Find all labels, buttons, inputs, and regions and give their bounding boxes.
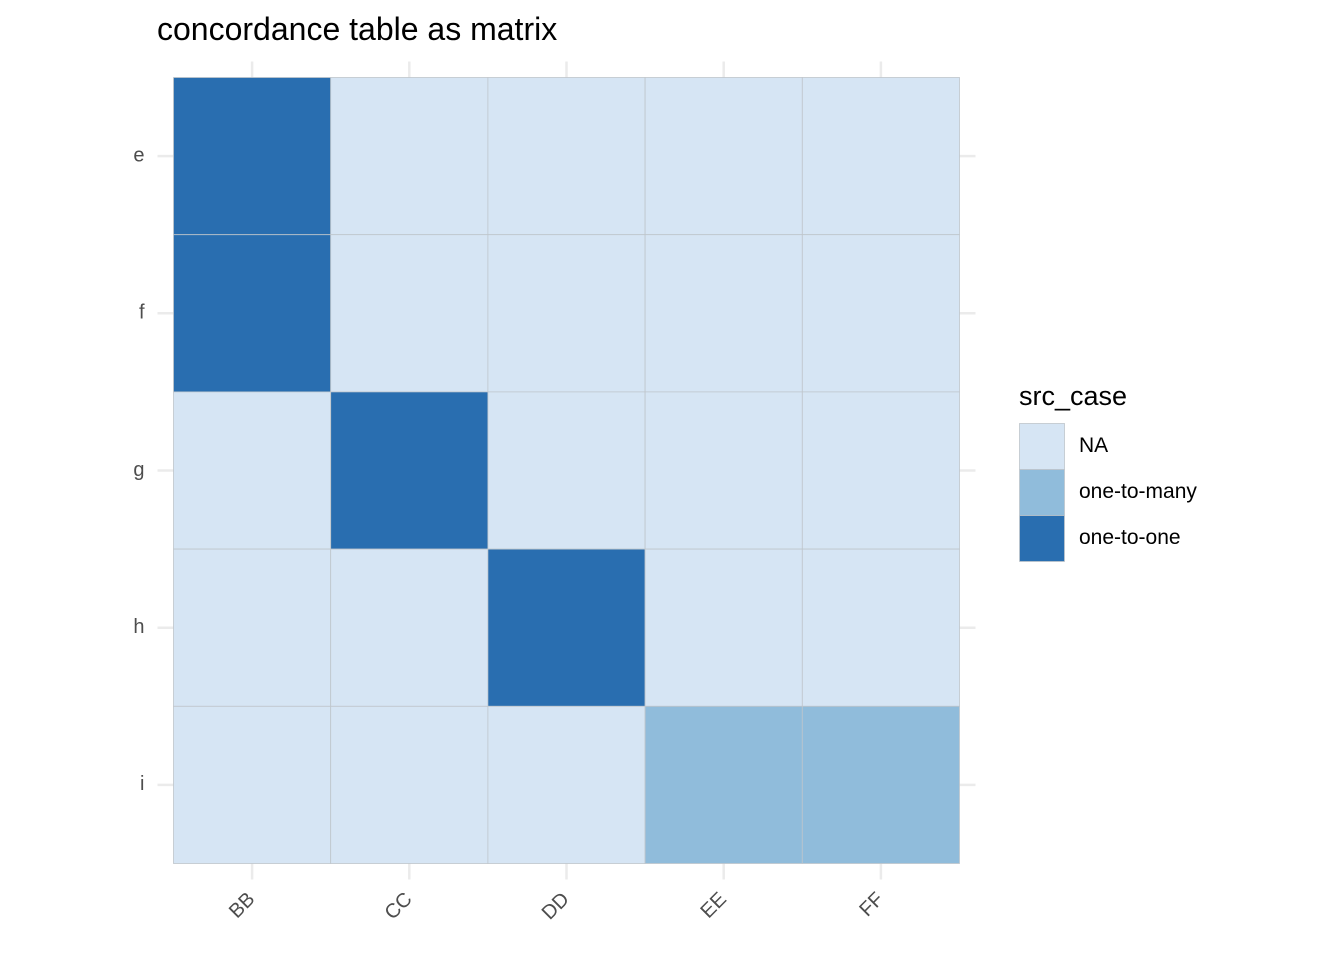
- legend-label: one-to-one: [1079, 526, 1181, 549]
- heatmap-cell-e-EE: [644, 77, 803, 236]
- y-tick-label: f: [139, 302, 145, 324]
- y-tick-label: i: [140, 773, 144, 795]
- heatmap-cell-f-BB: [173, 234, 332, 393]
- x-tick-label: CC: [381, 888, 417, 924]
- legend: src_case NA one-to-many one-to-one: [1019, 381, 1197, 562]
- heatmap-cell-g-DD: [487, 391, 646, 550]
- x-tick-label: FF: [855, 888, 888, 921]
- heatmap-cell-i-EE: [644, 705, 803, 864]
- heatmap-cell-f-CC: [330, 234, 489, 393]
- heatmap-cell-e-BB: [173, 77, 332, 236]
- heatmap-cell-h-FF: [801, 548, 960, 707]
- heatmap-cell-g-FF: [801, 391, 960, 550]
- heatmap-cell-g-CC: [330, 391, 489, 550]
- heatmap-cell-f-DD: [487, 234, 646, 393]
- heatmap-cell-i-FF: [801, 705, 960, 864]
- heatmap-cell-i-CC: [330, 705, 489, 864]
- legend-label: NA: [1079, 434, 1108, 457]
- x-tick-label: DD: [538, 888, 574, 924]
- heatmap-cell-f-FF: [801, 234, 960, 393]
- heatmap-cell-e-FF: [801, 77, 960, 236]
- legend-key-NA: [1019, 423, 1065, 470]
- y-tick-label: h: [133, 616, 144, 638]
- heatmap-cell-i-BB: [173, 705, 332, 864]
- heatmap-cell-e-CC: [330, 77, 489, 236]
- y-tick-label: e: [133, 144, 144, 166]
- heatmap-cell-i-DD: [487, 705, 646, 864]
- legend-key-one-to-many: [1019, 469, 1065, 516]
- x-axis-ticks: BB CC DD EE FF: [225, 888, 888, 924]
- heatmap-cell-g-EE: [644, 391, 803, 550]
- x-tick-label: BB: [225, 888, 259, 922]
- heatmap-cell-h-DD: [487, 548, 646, 707]
- heatmap-cell-f-EE: [644, 234, 803, 393]
- chart-title: concordance table as matrix: [157, 11, 557, 47]
- legend-key-one-to-one: [1019, 515, 1065, 562]
- heatmap-cell-h-CC: [330, 548, 489, 707]
- heatmap-cell-h-BB: [173, 548, 332, 707]
- heatmap-cells: [173, 77, 960, 864]
- heatmap-cell-g-BB: [173, 391, 332, 550]
- y-tick-label: g: [133, 459, 144, 481]
- legend-title: src_case: [1019, 381, 1127, 411]
- heatmap-cell-h-EE: [644, 548, 803, 707]
- y-axis-ticks: e f g h i: [133, 144, 145, 795]
- x-tick-label: EE: [697, 888, 731, 922]
- heatmap-cell-e-DD: [487, 77, 646, 236]
- legend-label: one-to-many: [1079, 480, 1197, 503]
